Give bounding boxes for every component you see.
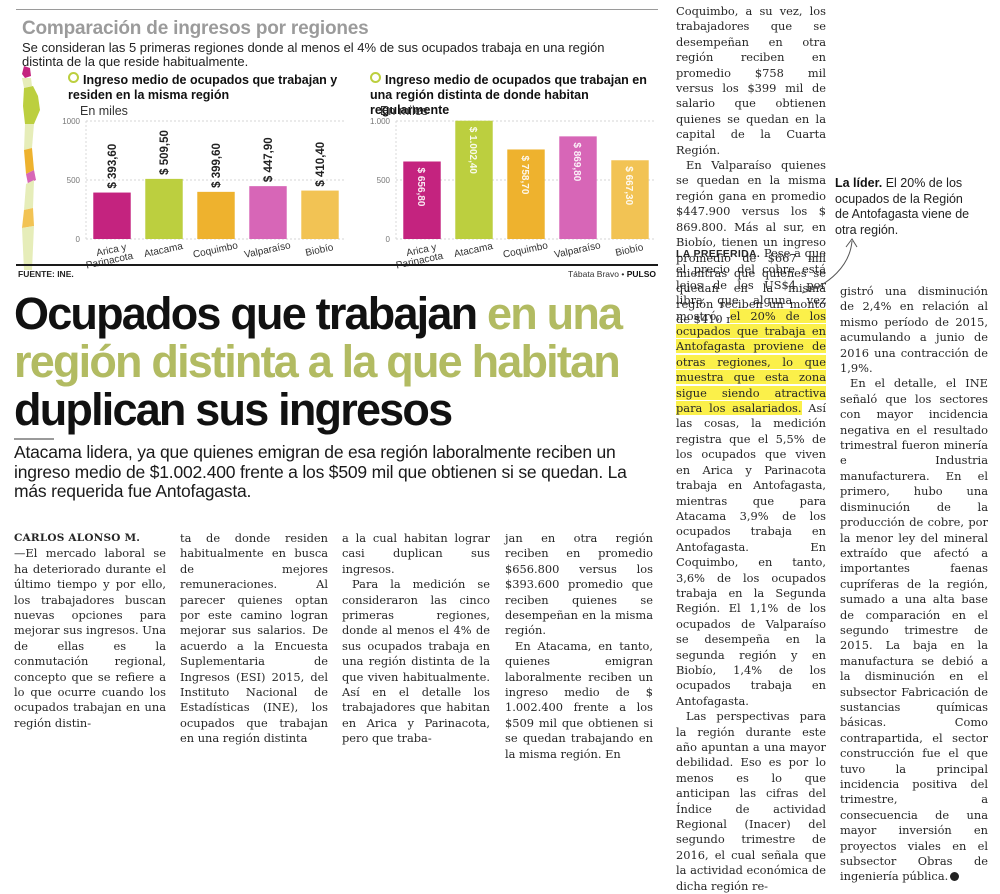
x-tick-label: Coquimbo xyxy=(502,240,549,260)
data-label: $ 399,60 xyxy=(211,143,223,188)
infographic-top-rule xyxy=(16,9,658,10)
bar xyxy=(249,186,287,239)
bar xyxy=(93,192,131,239)
y-tick-label: 0 xyxy=(386,235,391,244)
paragraph: jan en otra región reciben en promedio $… xyxy=(505,531,653,638)
data-label: $ 1.002,40 xyxy=(467,127,478,175)
bar xyxy=(559,136,597,239)
x-tick-label: Coquimbo xyxy=(192,240,239,260)
bullet-icon xyxy=(68,72,79,83)
x-tick-label: Arica yParinacota xyxy=(393,241,445,272)
article-column-2: ta de donde residen habitualmente en bus… xyxy=(180,531,328,747)
x-tick-label: Atacama xyxy=(453,241,494,260)
article-column-5: Coquimbo, a su vez, los trabajadores que… xyxy=(676,4,826,328)
chart-other-region: 0 500 1.000 $ 656,80 Arica yParinacota $ 1.00… xyxy=(370,117,656,272)
deck-rule xyxy=(14,438,54,440)
chart-same-region: 0 500 1000 $ 393,60 Arica yParinacota $ 509,5… xyxy=(62,117,346,272)
x-tick-label: Atacama xyxy=(143,241,184,260)
data-label: $ 509,50 xyxy=(159,130,171,175)
infographic-title: Comparación de ingresos por regiones xyxy=(22,18,369,39)
data-label: $ 758,70 xyxy=(519,155,530,194)
section-lead: LA PREFERIDA. xyxy=(676,248,761,260)
chart1-title: Ingreso medio de ocupados que trabajan y… xyxy=(68,72,338,102)
bar xyxy=(145,178,183,239)
sidenote: La líder. El 20% de los ocupados de la R… xyxy=(835,176,970,237)
sidenote-lead: La líder. xyxy=(835,176,883,190)
y-tick-label: 500 xyxy=(67,176,81,185)
chart2-title: Ingreso medio de ocupados que trabajan e… xyxy=(370,72,647,117)
y-tick-label: 500 xyxy=(377,176,391,185)
data-label: $ 869,80 xyxy=(571,142,582,181)
paragraph: LA PREFERIDA. Pese a que el precio del c… xyxy=(676,246,826,708)
headline-accent: en una región distinta a la que habitan xyxy=(14,288,623,387)
curved-arrow-icon xyxy=(801,238,858,294)
paragraph: —El mercado laboral se ha deteriorado du… xyxy=(14,546,166,730)
data-label: $ 393,60 xyxy=(107,144,119,189)
infographic-bottom-rule xyxy=(16,264,658,266)
x-tick-label: Arica yParinacota xyxy=(83,241,135,272)
y-tick-label: 0 xyxy=(76,235,81,244)
bar xyxy=(455,120,493,239)
article-column-7: gistró una disminución de 2,4% en relaci… xyxy=(840,284,988,885)
y-tick-label: 1.000 xyxy=(370,117,391,126)
paragraph: En Atacama, en tanto, quienes emigran la… xyxy=(505,638,653,761)
paragraph: En el detalle, el INE señaló que los sec… xyxy=(840,376,988,884)
data-label: $ 656,80 xyxy=(415,167,426,206)
bar xyxy=(403,161,441,239)
infographic: Comparación de ingresos por regiones Se … xyxy=(14,0,660,285)
data-label: $ 410,40 xyxy=(315,142,327,187)
paragraph: ta de donde residen habitualmente en bus… xyxy=(180,531,328,746)
paragraph: Para la medición se consideraron las cin… xyxy=(342,577,490,746)
chart1-unit: En miles xyxy=(80,104,128,118)
x-tick-label: Biobío xyxy=(614,242,644,259)
article-column-4: jan en otra región reciben en promedio $… xyxy=(505,531,653,762)
pulso-logo-icon xyxy=(950,872,960,882)
data-label: $ 667,30 xyxy=(623,166,634,205)
paragraph: Coquimbo, a su vez, los trabajadores que… xyxy=(676,4,826,157)
y-tick-label: 1000 xyxy=(62,117,80,126)
byline: CARLOS ALONSO M. xyxy=(14,532,141,544)
article-column-6: LA PREFERIDA. Pese a que el precio del c… xyxy=(676,246,826,894)
paragraph: En Valparaíso quienes se quedan en la mi… xyxy=(676,158,826,327)
chart2-unit: En miles xyxy=(380,104,428,118)
data-label: $ 447,90 xyxy=(263,137,275,182)
paragraph: a la cual habitan lograr casi duplican s… xyxy=(342,531,490,576)
x-tick-label: Valparaíso xyxy=(243,240,292,261)
x-tick-label: Biobío xyxy=(304,242,334,259)
bullet-icon xyxy=(370,72,381,83)
highlighted-text: el 20% de los ocupados que trabaja en An… xyxy=(676,308,826,416)
article-column-1: CARLOS ALONSO M. —El mercado laboral se … xyxy=(14,531,166,731)
chile-map-icon xyxy=(22,66,40,270)
bar xyxy=(507,149,545,239)
bar xyxy=(301,190,339,239)
headline: Ocupados que trabajan en una región dist… xyxy=(14,288,623,435)
bar xyxy=(611,160,649,239)
article-column-3: a la cual habitan lograr casi duplican s… xyxy=(342,531,490,747)
x-tick-label: Valparaíso xyxy=(553,240,602,261)
paragraph: gistró una disminución de 2,4% en relaci… xyxy=(840,284,988,376)
infographic-subtitle: Se consideran las 5 primeras regiones do… xyxy=(22,40,605,69)
infographic-source: FUENTE: INE. xyxy=(18,269,74,279)
bar xyxy=(197,191,235,239)
paragraph: Las perspectivas para la región durante … xyxy=(676,709,826,893)
infographic-credit: Tábata Bravo • PULSO xyxy=(567,269,656,279)
deck: Atacama lidera, ya que quienes emigran d… xyxy=(14,442,627,501)
